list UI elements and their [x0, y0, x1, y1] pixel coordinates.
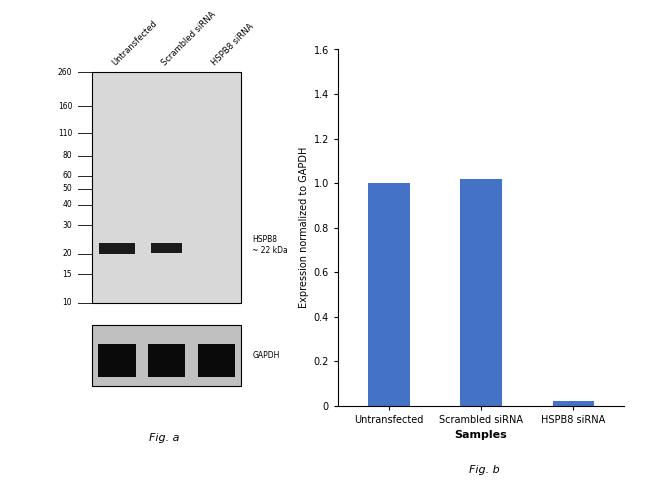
Text: Untransfected: Untransfected	[111, 19, 159, 68]
Text: 160: 160	[58, 102, 72, 111]
Bar	[92, 325, 241, 386]
Bar	[460, 179, 502, 406]
Bar	[99, 243, 135, 253]
Bar	[198, 345, 235, 377]
Text: Scrambled siRNA: Scrambled siRNA	[161, 10, 218, 68]
Text: Fig. b: Fig. b	[469, 465, 500, 475]
Bar	[368, 183, 410, 406]
Y-axis label: Expression normalized to GAPDH: Expression normalized to GAPDH	[300, 147, 309, 308]
Bar	[99, 345, 136, 377]
Text: HSPB8
~ 22 kDa: HSPB8 ~ 22 kDa	[252, 235, 288, 254]
Text: Fig. a: Fig. a	[149, 433, 179, 443]
Text: 260: 260	[58, 68, 72, 77]
Text: 15: 15	[62, 270, 72, 279]
Text: 80: 80	[62, 151, 72, 160]
Text: 50: 50	[62, 185, 72, 194]
Bar	[92, 72, 241, 303]
Text: 10: 10	[62, 298, 72, 307]
Text: 60: 60	[62, 171, 72, 181]
Text: HSPB8 siRNA: HSPB8 siRNA	[210, 22, 255, 68]
Text: 20: 20	[62, 249, 72, 258]
Text: GAPDH: GAPDH	[252, 351, 280, 360]
Text: 40: 40	[62, 200, 72, 209]
X-axis label: Samples: Samples	[454, 431, 508, 441]
Text: 110: 110	[58, 129, 72, 138]
Bar	[148, 345, 185, 377]
Bar	[552, 401, 594, 406]
Text: 30: 30	[62, 221, 72, 230]
Bar	[151, 243, 182, 253]
